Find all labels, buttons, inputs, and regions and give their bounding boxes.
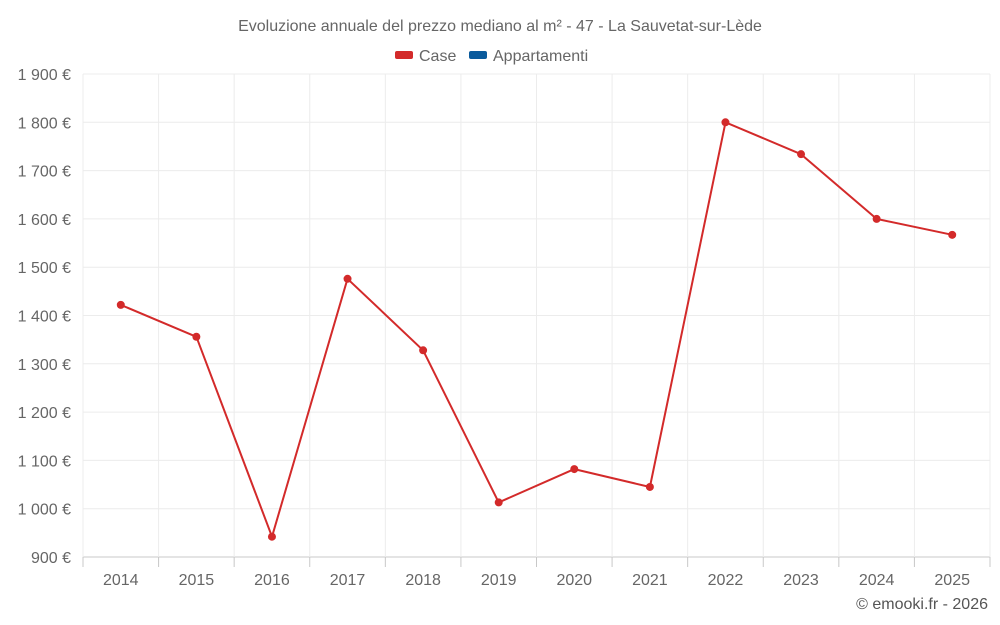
x-tick-label: 2020 xyxy=(556,572,592,589)
legend-item-case[interactable]: Case xyxy=(395,48,456,65)
y-tick-label: 1 100 € xyxy=(18,453,71,470)
data-point-case[interactable] xyxy=(570,465,579,474)
x-tick-label: 2016 xyxy=(254,572,290,589)
legend-label-case: Case xyxy=(419,48,456,65)
y-tick-label: 1 700 € xyxy=(18,164,71,181)
grid-lines xyxy=(82,73,991,558)
y-tick-label: 1 600 € xyxy=(18,212,71,229)
x-tick-label: 2025 xyxy=(934,572,970,589)
y-tick-label: 1 500 € xyxy=(18,260,71,277)
y-tick-label: 1 400 € xyxy=(18,309,71,326)
data-point-case[interactable] xyxy=(645,482,654,491)
x-tick-label: 2019 xyxy=(481,572,517,589)
x-tick-label: 2015 xyxy=(179,572,215,589)
legend-label-appartamenti: Appartamenti xyxy=(493,48,588,65)
x-tick-label: 2021 xyxy=(632,572,668,589)
data-point-case[interactable] xyxy=(267,532,276,541)
data-point-case[interactable] xyxy=(948,230,957,239)
data-point-case[interactable] xyxy=(872,214,881,223)
x-tick-label: 2024 xyxy=(859,572,895,589)
x-tick-label: 2018 xyxy=(405,572,441,589)
data-point-case[interactable] xyxy=(494,498,503,507)
data-point-case[interactable] xyxy=(721,118,730,127)
data-point-case[interactable] xyxy=(797,150,806,159)
legend-swatch-appartamenti xyxy=(469,51,487,59)
data-point-case[interactable] xyxy=(343,274,352,283)
data-point-case[interactable] xyxy=(116,300,125,309)
x-tick-label: 2022 xyxy=(708,572,744,589)
y-tick-label: 1 900 € xyxy=(18,67,71,84)
credit-text: © emooki.fr - 2026 xyxy=(856,596,988,613)
chart-title: Evoluzione annuale del prezzo mediano al… xyxy=(238,18,762,35)
x-tick-label: 2017 xyxy=(330,572,366,589)
data-point-case[interactable] xyxy=(192,332,201,341)
series-case xyxy=(116,118,957,541)
legend: Case Appartamenti xyxy=(395,48,588,65)
y-tick-label: 1 000 € xyxy=(18,502,71,519)
series-line-case xyxy=(120,121,953,538)
y-tick-label: 1 800 € xyxy=(18,115,71,132)
y-tick-label: 900 € xyxy=(31,550,71,567)
x-tick-label: 2023 xyxy=(783,572,819,589)
data-point-case[interactable] xyxy=(419,346,428,355)
y-tick-label: 1 200 € xyxy=(18,405,71,422)
axes: 900 € 1 000 € 1 100 € 1 200 € 1 300 € 1 400 €… xyxy=(18,67,991,589)
x-tick-label: 2014 xyxy=(103,572,139,589)
legend-swatch-case xyxy=(395,51,413,59)
legend-item-appartamenti[interactable]: Appartamenti xyxy=(469,48,588,65)
y-tick-label: 1 300 € xyxy=(18,357,71,374)
